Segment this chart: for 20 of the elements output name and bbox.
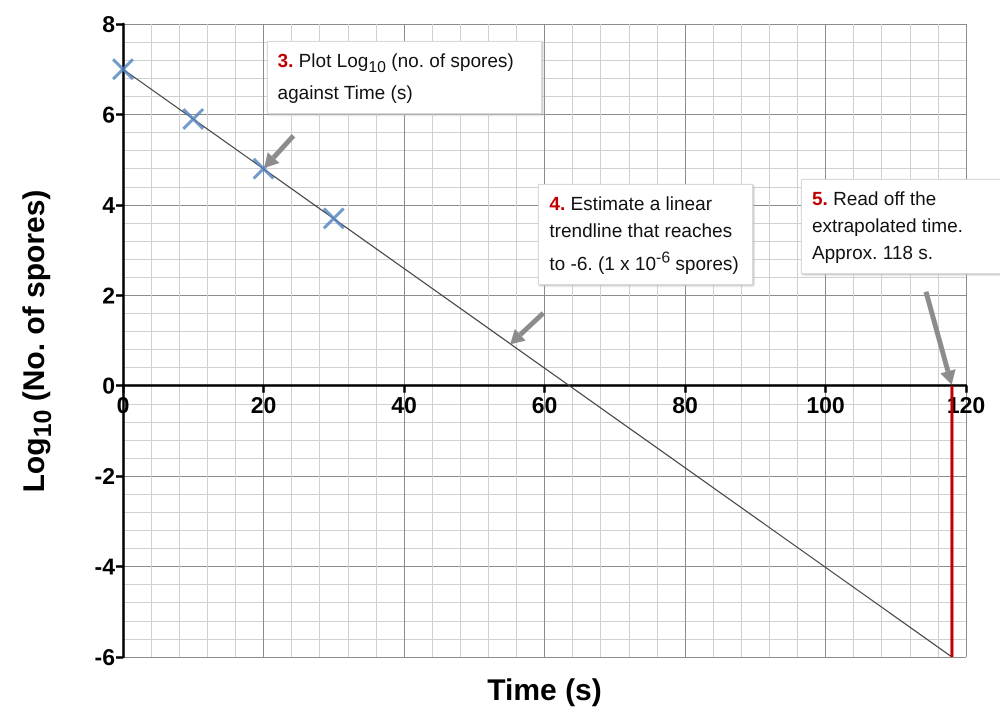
x-tick-label: 20 xyxy=(250,392,276,418)
y-tick-label: 2 xyxy=(102,282,115,308)
point xyxy=(182,108,204,130)
x-tick-label: 100 xyxy=(806,392,845,418)
y-tick-label: 4 xyxy=(102,192,116,218)
annotation: 4. Estimate a linear trendline that reaches to -6. (1 x 10$^{-6}$ spores) xyxy=(549,194,739,276)
point xyxy=(322,207,345,230)
y-tick-label: -6 xyxy=(94,644,115,670)
annotation: 3. Plot Log$_{10}$ (no. of spores) against Time (s) xyxy=(278,50,514,104)
y-tick-label: 0 xyxy=(102,372,115,399)
y-tick-label: -2 xyxy=(94,463,115,490)
x-tick-label: 80 xyxy=(672,392,698,418)
point xyxy=(112,58,134,80)
annotation: 5. Read off the extrapolated time. Approx. 118 s. xyxy=(812,188,963,264)
y-tick-label: 8 xyxy=(102,11,116,37)
x-tick-label: 60 xyxy=(532,392,558,418)
x-tick-label: 40 xyxy=(391,392,417,418)
y-tick-label: -4 xyxy=(94,554,116,580)
x-axis-title: Time (s) xyxy=(486,674,603,708)
y-tick-label: 6 xyxy=(102,101,115,128)
